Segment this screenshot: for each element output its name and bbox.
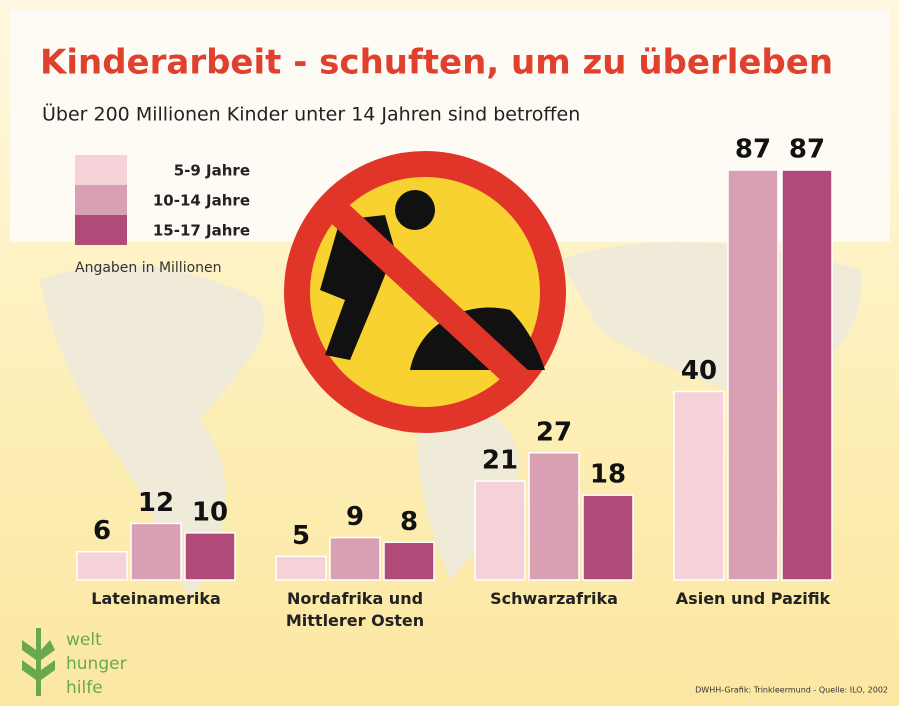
logo-mark	[22, 628, 55, 696]
chart-title: Kinderarbeit - schuften, um zu überleben	[40, 43, 833, 83]
value-label: 12	[138, 488, 174, 518]
source: DWHH-Grafik: Trinkleermund - Quelle: ILO…	[695, 686, 888, 695]
value-label: 18	[590, 460, 626, 490]
value-label: 87	[789, 135, 825, 165]
bar	[673, 390, 725, 581]
bar	[76, 550, 128, 581]
prohibition-sign	[284, 151, 566, 433]
legend-label: 5-9 Jahre	[174, 162, 250, 180]
bar	[727, 169, 779, 581]
value-label: 9	[346, 502, 364, 532]
logo-text: hilfe	[66, 678, 103, 698]
x-tick-label: Lateinamerika	[91, 589, 221, 608]
bar	[130, 522, 182, 581]
value-label: 40	[681, 356, 717, 386]
bar	[184, 532, 236, 581]
logo-text: welt	[66, 630, 102, 650]
bar	[528, 452, 580, 581]
value-label: 87	[735, 135, 771, 165]
value-label: 21	[482, 446, 518, 476]
x-tick-label: Asien und Pazifik	[675, 589, 831, 608]
bar	[474, 480, 526, 581]
legend-swatch	[75, 185, 127, 215]
bar	[329, 536, 381, 581]
value-label: 27	[536, 417, 572, 447]
x-tick-label: Schwarzafrika	[490, 589, 618, 608]
chart-subtitle: Über 200 Millionen Kinder unter 14 Jahre…	[42, 103, 580, 126]
value-label: 5	[292, 521, 310, 551]
bar	[275, 555, 327, 581]
value-label: 6	[93, 516, 111, 546]
logo-text: hunger	[66, 654, 127, 674]
legend-swatch	[75, 155, 127, 185]
value-label: 8	[400, 507, 418, 537]
legend-label: 10-14 Jahre	[153, 192, 250, 210]
bar	[781, 169, 833, 581]
value-label: 10	[192, 497, 228, 527]
note: Angaben in Millionen	[75, 260, 222, 276]
legend-label: 15-17 Jahre	[153, 222, 250, 240]
x-tick-label: Nordafrika und Mittlerer Osten	[285, 589, 425, 630]
bar	[582, 494, 634, 581]
legend-swatch	[75, 215, 127, 245]
bar	[383, 541, 435, 581]
